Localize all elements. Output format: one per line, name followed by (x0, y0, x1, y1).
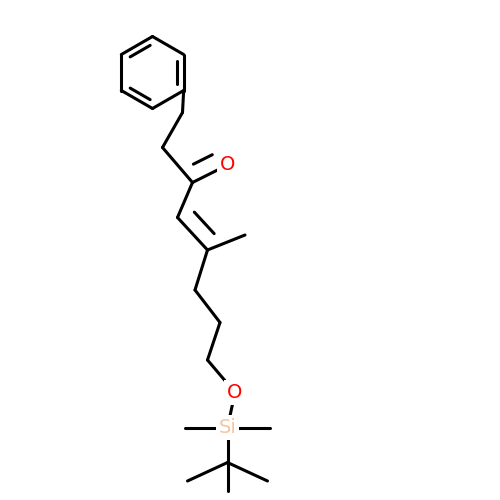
Text: O: O (220, 156, 235, 174)
Text: O: O (228, 383, 242, 402)
Text: Si: Si (218, 418, 236, 437)
